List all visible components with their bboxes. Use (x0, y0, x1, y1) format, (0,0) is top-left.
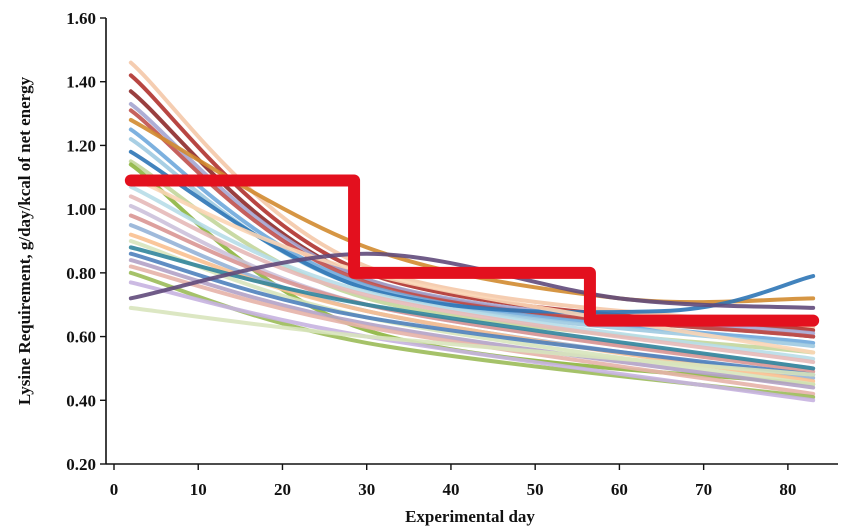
curve-line-26 (128, 305, 816, 377)
y-tick-label: 1.20 (66, 136, 96, 155)
y-tick-label: 0.60 (66, 328, 96, 347)
step-program-line (124, 174, 820, 327)
x-tick-label: 20 (274, 480, 291, 499)
curve-line-10 (128, 162, 816, 387)
curve-line-19 (128, 245, 816, 371)
curve-line-20 (128, 251, 816, 377)
y-tick-label: 1.00 (66, 200, 96, 219)
curve-line-13 (128, 194, 816, 365)
axes-group (105, 18, 838, 465)
curve-line-11 (128, 175, 816, 355)
y-tick-label: 0.80 (66, 264, 96, 283)
curves-group (128, 60, 816, 403)
curve-line-12 (128, 184, 816, 361)
x-tick-label: 30 (358, 480, 375, 499)
x-tick-label: 0 (110, 480, 119, 499)
x-ticks-group: 0 10 20 30 40 50 60 70 80 (110, 464, 796, 499)
curve-line-21 (128, 258, 816, 390)
y-ticks-group: 0.20 0.40 0.60 0.80 1.00 1.20 1.40 1.60 (66, 9, 106, 474)
x-tick-label: 10 (190, 480, 207, 499)
y-tick-label: 0.40 (66, 391, 96, 410)
x-tick-label: 80 (779, 480, 796, 499)
step-group (124, 174, 820, 327)
y-tick-label: 1.40 (66, 73, 96, 92)
curve-line-4 (128, 108, 816, 339)
y-axis-title: Lysine Requirement, g/day/kcal of net en… (15, 76, 34, 405)
y-tick-label: 0.20 (66, 455, 96, 474)
curve-line-8 (128, 149, 816, 315)
y-tick-label: 1.60 (66, 9, 96, 28)
x-tick-label: 70 (695, 480, 712, 499)
x-tick-label: 50 (527, 480, 544, 499)
curve-line-24 (128, 280, 816, 403)
x-tick-label: 60 (611, 480, 628, 499)
x-tick-label: 40 (442, 480, 459, 499)
x-axis-title: Experimental day (405, 507, 535, 526)
